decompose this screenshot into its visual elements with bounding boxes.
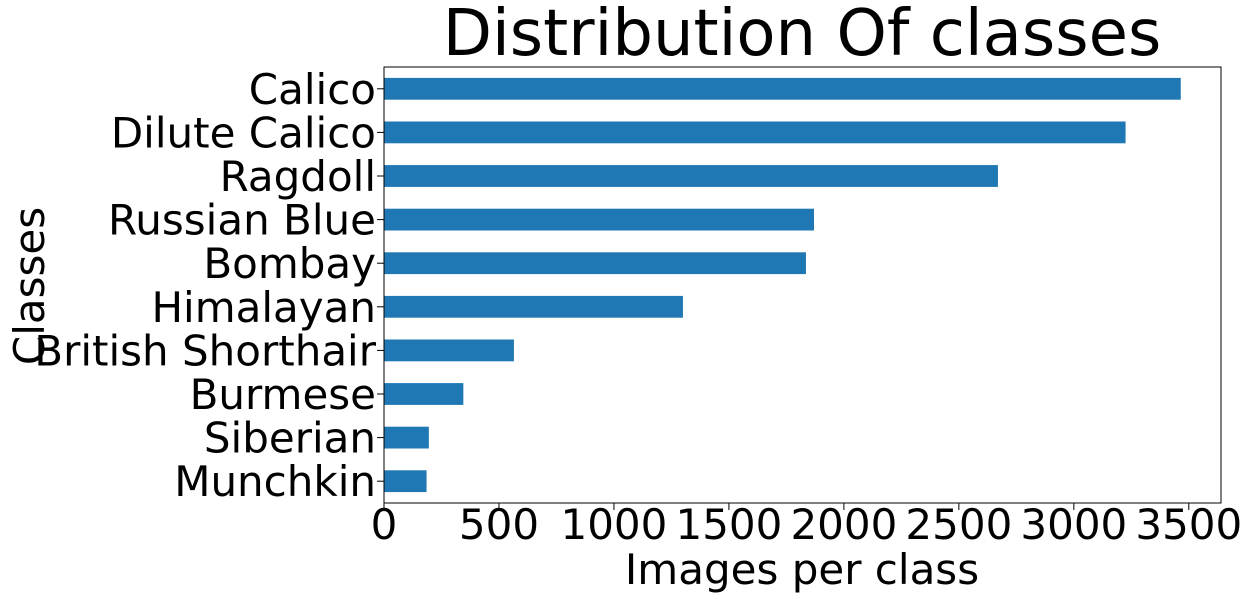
- y-tick-label: Siberian: [204, 414, 376, 463]
- y-tick-label: British Shorthair: [34, 326, 376, 375]
- bar-siberian: [384, 426, 429, 449]
- y-tick-label: Russian Blue: [108, 196, 376, 245]
- chart-title: Distribution Of classes: [443, 0, 1162, 71]
- y-tick-label: Calico: [249, 65, 376, 114]
- plot-frame: [383, 66, 1222, 504]
- y-tick-label: Ragdoll: [220, 152, 376, 201]
- y-tick-label: Munchkin: [174, 457, 376, 506]
- x-tick-label: 2000: [790, 500, 897, 549]
- bar-burmese: [384, 383, 464, 405]
- x-tick-label: 1000: [560, 500, 667, 549]
- bar-british-shorthair: [384, 339, 514, 362]
- x-ticks-group: 0 500 1000 1500 2000 2500 3000 3500: [371, 500, 1243, 549]
- y-tick-label: Dilute Calico: [111, 108, 376, 157]
- bar-bombay: [384, 252, 806, 275]
- y-axis-label: Classes: [5, 207, 54, 365]
- bar-ragdoll: [384, 165, 998, 187]
- x-tick-label: 3500: [1135, 500, 1242, 549]
- x-axis-label: Images per class: [625, 545, 979, 594]
- y-tick-label: Bombay: [203, 239, 376, 288]
- x-tick-label: 1500: [675, 500, 782, 549]
- y-tick-label: Burmese: [190, 370, 376, 419]
- x-tick-label: 0: [371, 500, 398, 549]
- y-tick-label: Himalayan: [151, 283, 376, 332]
- bars-group: [384, 77, 1181, 493]
- bar-himalayan: [384, 295, 683, 318]
- bar-calico: [384, 77, 1181, 100]
- bar-munchkin: [384, 470, 427, 493]
- bar-russian-blue: [384, 208, 814, 231]
- bar-dilute-calico: [384, 121, 1126, 144]
- x-tick-label: 3000: [1020, 500, 1127, 549]
- x-tick-label: 2500: [905, 500, 1012, 549]
- x-tick-label: 500: [459, 500, 539, 549]
